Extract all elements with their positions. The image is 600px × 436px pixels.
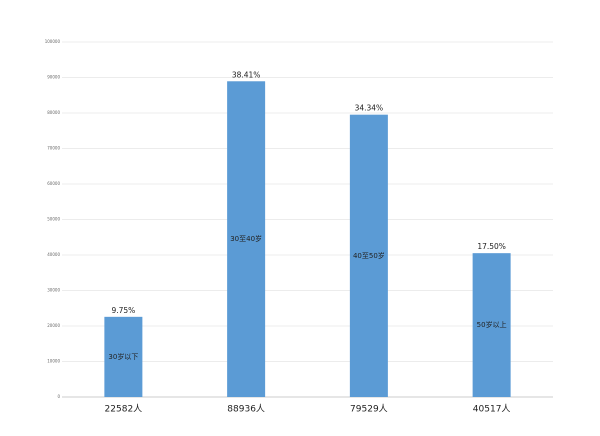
y-tick-label: 70000 (47, 146, 60, 151)
y-tick-label: 30000 (47, 288, 60, 293)
y-tick-label: 0 (57, 394, 60, 399)
x-tick-label: 22582人 (105, 404, 143, 415)
percent-label: 17.50% (477, 242, 506, 251)
bar (472, 253, 511, 397)
percent-label: 9.75% (111, 306, 135, 315)
bar-label: 50岁以上 (477, 320, 507, 329)
x-tick-label: 40517人 (473, 404, 511, 415)
percent-label: 38.41% (232, 70, 261, 79)
y-tick-label: 20000 (47, 323, 60, 328)
y-tick-label: 40000 (47, 252, 60, 257)
y-tick-label: 50000 (47, 217, 60, 222)
bar (349, 114, 388, 397)
y-tick-label: 60000 (47, 181, 60, 186)
bar-label: 30至40岁 (230, 234, 262, 243)
y-tick-label: 90000 (47, 75, 60, 80)
bar-label: 30岁以下 (108, 352, 138, 361)
y-tick-label: 100000 (45, 39, 61, 44)
x-tick-label: 88936人 (227, 404, 265, 415)
bar (227, 81, 266, 398)
y-tick-label: 10000 (47, 359, 60, 364)
bar-label: 40至50岁 (353, 251, 385, 260)
percent-label: 34.34% (355, 104, 384, 113)
y-tick-label: 80000 (47, 110, 60, 115)
x-tick-label: 79529人 (350, 404, 388, 415)
bar (104, 316, 143, 397)
